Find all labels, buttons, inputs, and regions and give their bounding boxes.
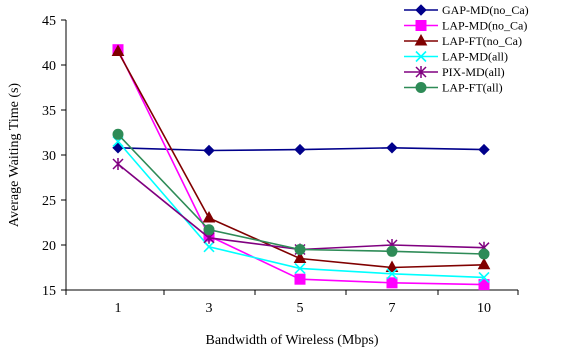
legend-label: PIX-MD(all) xyxy=(442,65,505,79)
data-point xyxy=(203,224,215,236)
legend-label: LAP-MD(no_Ca) xyxy=(442,19,527,33)
x-tick-label: 7 xyxy=(389,301,396,316)
x-axis-ticks: 1 3 5 7 10 xyxy=(65,290,519,316)
x-tick-label: 5 xyxy=(297,301,304,316)
x-tick-label: 1 xyxy=(115,301,122,316)
series-0 xyxy=(112,142,490,157)
series-2 xyxy=(111,44,491,272)
data-point xyxy=(477,257,491,270)
data-point xyxy=(293,251,307,263)
y-axis-ticks: 15 20 25 30 35 40 45 xyxy=(42,14,66,299)
series-line xyxy=(117,163,485,251)
y-tick-label: 15 xyxy=(42,284,56,299)
legend-item: LAP-FT(all) xyxy=(404,81,503,95)
data-point xyxy=(478,279,490,291)
series-5 xyxy=(112,128,490,260)
x-tick-label: 3 xyxy=(206,301,213,316)
y-tick-label: 40 xyxy=(42,59,56,74)
data-point xyxy=(386,268,398,280)
data-point xyxy=(386,277,398,289)
data-point xyxy=(294,143,306,156)
legend-item: LAP-MD(all) xyxy=(404,50,508,64)
legend-label: LAP-FT(all) xyxy=(442,81,503,95)
legend-item: LAP-MD(no_Ca) xyxy=(404,19,527,33)
y-tick-label: 25 xyxy=(42,194,56,209)
data-point xyxy=(386,245,398,257)
data-point xyxy=(385,260,399,272)
data-point xyxy=(202,210,216,223)
y-tick-label: 35 xyxy=(42,104,56,119)
data-point xyxy=(478,248,490,260)
y-axis-title: Average Waiting Time (s) xyxy=(7,83,22,228)
data-point xyxy=(111,44,125,56)
data-point xyxy=(386,142,398,154)
y-tick-label: 30 xyxy=(42,149,56,164)
legend-label: LAP-FT(no_Ca) xyxy=(442,34,522,48)
x-tick-label: 10 xyxy=(477,301,491,316)
legend-swatch-marker xyxy=(415,66,427,78)
data-point xyxy=(294,262,306,274)
data-point xyxy=(294,244,306,255)
data-point xyxy=(203,241,215,253)
legend-item: LAP-FT(no_Ca) xyxy=(404,33,522,48)
data-point xyxy=(294,273,306,285)
data-point xyxy=(203,144,215,157)
legend-swatch-marker xyxy=(414,33,428,46)
series-layer xyxy=(111,44,491,291)
data-point xyxy=(478,271,490,283)
legend: GAP-MD(no_Ca) LAP-MD(no_Ca)LAP-FT(no_Ca) L… xyxy=(404,3,529,95)
data-point xyxy=(112,128,124,140)
legend-label: GAP-MD(no_Ca) xyxy=(442,3,529,17)
legend-label: LAP-MD(all) xyxy=(442,50,508,64)
legend-swatch-marker xyxy=(415,82,427,93)
data-point xyxy=(478,143,490,156)
y-tick-label: 45 xyxy=(42,14,56,29)
legend-swatch-marker xyxy=(415,50,427,63)
data-point xyxy=(112,158,124,170)
legend-item: GAP-MD(no_Ca) xyxy=(404,3,529,17)
legend-swatch-marker xyxy=(415,4,427,16)
legend-swatch-marker xyxy=(415,20,427,31)
y-tick-label: 20 xyxy=(42,239,56,254)
x-axis-title: Bandwidth of Wireless (Mbps) xyxy=(206,333,379,348)
legend-item: PIX-MD(all) xyxy=(404,65,505,79)
series-4 xyxy=(112,158,490,256)
series-line xyxy=(117,51,485,269)
